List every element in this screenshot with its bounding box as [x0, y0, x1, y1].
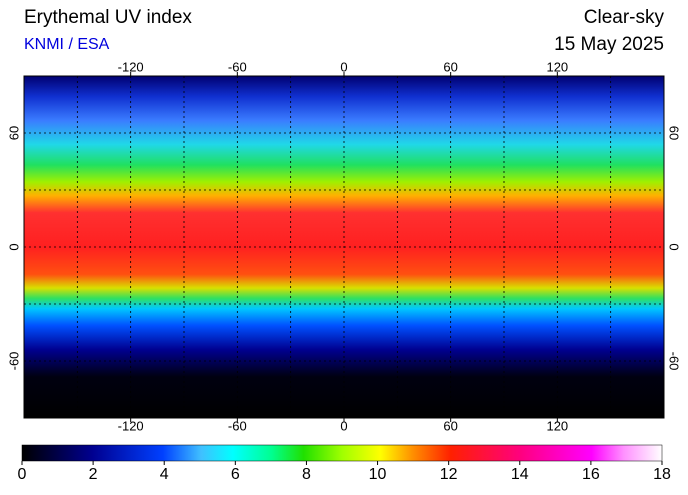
colorbar-tick-label: 2	[89, 466, 98, 483]
y-tick-label: 0	[6, 243, 21, 250]
x-tick-label: 60	[443, 418, 457, 433]
source: KNMI / ESA	[24, 36, 110, 53]
colorbar-tick-label: 10	[369, 466, 387, 483]
colorbar	[21, 444, 663, 462]
x-tick-label: -60	[228, 59, 247, 74]
x-tick-label: 120	[546, 59, 568, 74]
x-tick-label: -120	[118, 418, 144, 433]
colorbar-tick-label: 12	[440, 466, 458, 483]
y-tick-label: 0	[667, 243, 682, 250]
y-tick-label: -60	[667, 352, 682, 371]
colorbar-tick-label: 14	[511, 466, 529, 483]
title: Erythemal UV index	[24, 7, 192, 28]
colorbar-tick-label: 0	[18, 466, 27, 483]
date: 15 May 2025	[554, 34, 664, 55]
y-tick-label: 60	[6, 126, 21, 140]
x-tick-label: -60	[228, 418, 247, 433]
colorbar-tick-label: 8	[302, 466, 311, 483]
x-tick-label: 0	[340, 59, 347, 74]
x-tick-label: -120	[118, 59, 144, 74]
colorbar-tick-label: 18	[653, 466, 671, 483]
y-tick-label: -60	[6, 352, 21, 371]
colorbar-tick-label: 6	[231, 466, 240, 483]
colorbar-tick-label: 16	[582, 466, 600, 483]
graticule	[24, 76, 664, 418]
y-tick-label: 60	[667, 126, 682, 140]
sky-condition: Clear-sky	[584, 7, 665, 28]
x-tick-label: 60	[443, 59, 457, 74]
colorbar-tick-label: 4	[160, 466, 169, 483]
x-tick-label: 120	[546, 418, 568, 433]
x-tick-label: 0	[340, 418, 347, 433]
